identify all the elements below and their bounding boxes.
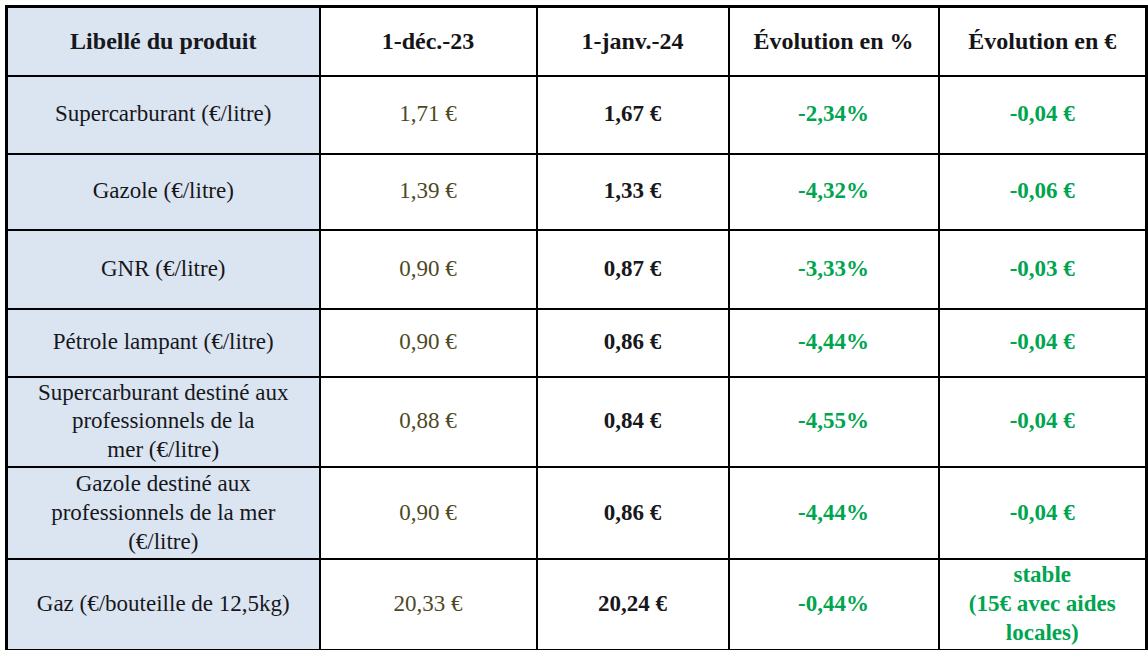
header-row: Libellé du produit 1-déc.-23 1-janv.-24 … bbox=[7, 7, 1147, 76]
table-row: Gazole (€/litre) 1,39 € 1,33 € -4,32% -0… bbox=[7, 154, 1147, 230]
price-dec: 20,33 € bbox=[320, 559, 537, 650]
price-dec: 1,71 € bbox=[320, 76, 537, 154]
product-label: GNR (€/litre) bbox=[7, 230, 320, 309]
table-row: Supercarburant (€/litre) 1,71 € 1,67 € -… bbox=[7, 76, 1147, 154]
fuel-price-table: Libellé du produit 1-déc.-23 1-janv.-24 … bbox=[5, 5, 1148, 650]
evolution-pct: -0,44% bbox=[729, 559, 939, 650]
product-label: Supercarburant (€/litre) bbox=[7, 76, 320, 154]
page: Libellé du produit 1-déc.-23 1-janv.-24 … bbox=[0, 0, 1148, 650]
evolution-eur: -0,04 € bbox=[939, 76, 1147, 154]
column-header-evolution-pct: Évolution en % bbox=[729, 7, 939, 76]
price-dec: 0,88 € bbox=[320, 377, 537, 468]
price-dec: 0,90 € bbox=[320, 230, 537, 309]
table-row: Gaz (€/bouteille de 12,5kg) 20,33 € 20,2… bbox=[7, 559, 1147, 650]
evolution-pct: -4,32% bbox=[729, 154, 939, 230]
evolution-pct: -4,44% bbox=[729, 309, 939, 377]
product-label: Gazole (€/litre) bbox=[7, 154, 320, 230]
column-header-product: Libellé du produit bbox=[7, 7, 320, 76]
evolution-pct: -4,44% bbox=[729, 467, 939, 559]
price-janv: 0,86 € bbox=[537, 467, 729, 559]
column-header-evolution-eur: Évolution en € bbox=[939, 7, 1147, 76]
evolution-eur: -0,04 € bbox=[939, 377, 1147, 468]
evolution-pct: -4,55% bbox=[729, 377, 939, 468]
price-janv: 1,33 € bbox=[537, 154, 729, 230]
table-row: Gazole destiné aux professionnels de la … bbox=[7, 467, 1147, 559]
price-dec: 1,39 € bbox=[320, 154, 537, 230]
table-row: GNR (€/litre) 0,90 € 0,87 € -3,33% -0,03… bbox=[7, 230, 1147, 309]
product-label: Gaz (€/bouteille de 12,5kg) bbox=[7, 559, 320, 650]
price-dec: 0,90 € bbox=[320, 467, 537, 559]
evolution-pct: -3,33% bbox=[729, 230, 939, 309]
price-dec: 0,90 € bbox=[320, 309, 537, 377]
evolution-eur: -0,06 € bbox=[939, 154, 1147, 230]
product-label: Supercarburant destiné aux professionnel… bbox=[7, 377, 320, 468]
price-janv: 0,84 € bbox=[537, 377, 729, 468]
evolution-eur: stable (15€ avec aides locales) bbox=[939, 559, 1147, 650]
evolution-eur: -0,04 € bbox=[939, 467, 1147, 559]
evolution-eur: -0,03 € bbox=[939, 230, 1147, 309]
column-header-janv: 1-janv.-24 bbox=[537, 7, 729, 76]
price-janv: 1,67 € bbox=[537, 76, 729, 154]
price-janv: 0,86 € bbox=[537, 309, 729, 377]
table-row: Supercarburant destiné aux professionnel… bbox=[7, 377, 1147, 468]
evolution-pct: -2,34% bbox=[729, 76, 939, 154]
table-row: Pétrole lampant (€/litre) 0,90 € 0,86 € … bbox=[7, 309, 1147, 377]
column-header-dec: 1-déc.-23 bbox=[320, 7, 537, 76]
product-label: Pétrole lampant (€/litre) bbox=[7, 309, 320, 377]
price-janv: 20,24 € bbox=[537, 559, 729, 650]
price-janv: 0,87 € bbox=[537, 230, 729, 309]
evolution-eur: -0,04 € bbox=[939, 309, 1147, 377]
product-label: Gazole destiné aux professionnels de la … bbox=[7, 467, 320, 559]
